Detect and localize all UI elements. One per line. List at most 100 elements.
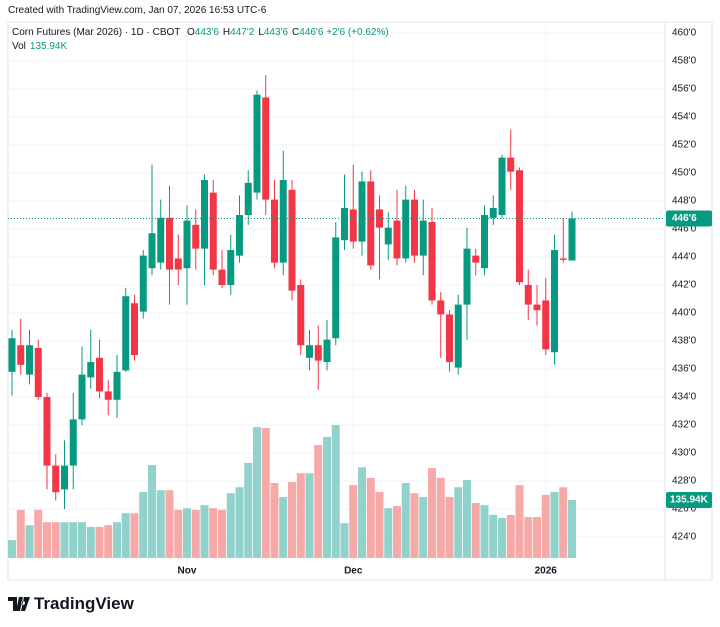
candle-body (139, 255, 147, 312)
candle-body (332, 237, 340, 339)
y-tick-label: 446'0 (672, 224, 697, 235)
volume-bar (480, 505, 489, 558)
volume-bar (305, 473, 314, 558)
volume-bar (340, 523, 349, 558)
candle-body (26, 345, 33, 375)
volume-bar (43, 522, 51, 558)
candle-body (463, 248, 471, 305)
candle-body (122, 296, 130, 371)
candle-body (17, 345, 25, 365)
volume-bar (559, 487, 568, 558)
volume-bar (148, 465, 156, 558)
y-tick-label: 426'0 (672, 504, 697, 515)
candle-body (192, 224, 200, 249)
volume-bar (261, 427, 270, 558)
volume-bar (393, 505, 401, 558)
candle-body (166, 217, 173, 270)
volume-bar (515, 485, 524, 558)
candle-body (341, 208, 348, 241)
candle-body (236, 215, 243, 256)
volume-bar (568, 500, 576, 558)
candle-body (61, 465, 68, 490)
volume-bar (541, 494, 550, 558)
volume-bar (524, 517, 533, 558)
candle-body (69, 419, 77, 466)
volume-bar (95, 526, 104, 558)
candle-body (131, 303, 138, 356)
y-tick-label: 458'0 (672, 56, 697, 67)
symbol: Corn Futures (Mar 2026) · 1D · CBOT (12, 27, 181, 38)
candle-body (437, 300, 445, 315)
volume-bar (8, 540, 16, 558)
volume-bar (226, 493, 235, 558)
candle-body (157, 217, 165, 263)
volume-bar (104, 525, 113, 558)
volume-bar (410, 493, 419, 558)
volume-bar (25, 525, 34, 558)
y-tick-label: 434'0 (672, 392, 697, 403)
volume-bar (323, 436, 331, 558)
candle-body (297, 285, 305, 346)
volume-bar (296, 473, 305, 558)
volume-tag (666, 492, 712, 509)
x-tick-label: Dec (344, 566, 363, 577)
change: +2'6 (+0.62%) (326, 27, 389, 38)
candle-body (96, 357, 103, 392)
candle-body (419, 220, 427, 256)
candle-body (104, 391, 112, 400)
candle-body (288, 189, 296, 291)
volume-bar (533, 517, 541, 558)
volume-bar (200, 505, 209, 558)
candle-body (551, 250, 558, 353)
candle-body (279, 180, 287, 263)
volume-bar (550, 491, 559, 558)
ohlc-key: O (186, 27, 195, 38)
y-tick-label: 430'0 (672, 448, 697, 459)
candle-body (8, 338, 16, 372)
candle-body (218, 269, 226, 286)
chart-frame (7, 21, 713, 581)
candle-body (402, 199, 410, 259)
volume-bar (235, 487, 244, 558)
candle-body (113, 371, 121, 400)
volume-bar (331, 425, 340, 558)
volume-bar (445, 497, 454, 558)
candle-body (253, 94, 261, 193)
y-tick-label: 444'0 (672, 252, 697, 263)
candle-body (428, 222, 436, 301)
volume-bar (419, 497, 428, 558)
candle-body (271, 199, 278, 263)
volume-bar (121, 513, 130, 558)
x-tick-label: 2026 (535, 566, 558, 577)
footer-logo[interactable]: TradingView (8, 594, 134, 614)
ohlc: O443'6 H447'2 L443'6 C446'6 (183, 27, 323, 38)
volume-bar (113, 522, 121, 558)
volume-bar (34, 509, 43, 558)
candle-body (367, 181, 375, 266)
ohlc-value: 447'2 (230, 27, 255, 38)
candle-body (201, 180, 208, 249)
candle-body (358, 181, 366, 242)
candle-body (533, 304, 541, 311)
volume-bar (183, 508, 191, 558)
last-price-label: 446'6 (672, 213, 697, 224)
volume-bar (454, 487, 463, 558)
y-tick-label: 454'0 (672, 112, 697, 123)
ohlc-value: 446'6 (299, 27, 324, 38)
volume-key: Vol (12, 41, 26, 52)
volume-tag-label: 135.94K (670, 495, 709, 506)
volume-bar (218, 509, 226, 558)
volume-bar (139, 491, 148, 558)
candle-body (489, 208, 497, 218)
x-tick-label: Nov (178, 566, 197, 577)
volume-bar (270, 482, 279, 558)
volume-bar (506, 514, 515, 558)
volume-bar (86, 526, 95, 558)
y-tick-label: 436'0 (672, 364, 697, 375)
volume-bar (244, 462, 253, 558)
y-tick-label: 456'0 (672, 84, 697, 95)
volume-bar (358, 467, 366, 558)
ohlc-value: 443'6 (194, 27, 219, 38)
